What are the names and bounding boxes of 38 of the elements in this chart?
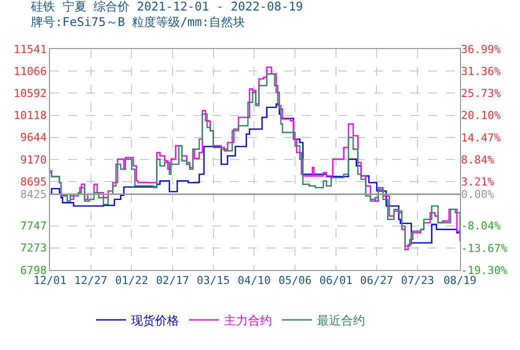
x-tick-label: 02/17: [156, 274, 190, 288]
y-tick-label: 8695: [20, 175, 47, 188]
y-tick-label: 8425: [20, 188, 47, 202]
x-tick-label: 05/06: [278, 274, 312, 288]
y-tick-label: 7273: [20, 242, 47, 255]
y2-tick-label: -19.30%: [461, 264, 508, 277]
legend-label: 最近合约: [317, 314, 365, 328]
y2-tick-label: 20.10%: [461, 109, 502, 122]
x-tick-label: 03/15: [196, 274, 230, 288]
chart-subtitle: 牌号:FeSi75～B 粒度等级/mm:自然块: [31, 15, 246, 30]
legend-label: 现货价格: [131, 314, 179, 328]
x-tick-label: 08/19: [443, 274, 477, 288]
x-tick-label: 12/27: [74, 274, 108, 288]
x-tick-label: 07/23: [401, 274, 434, 288]
y2-tick-label: 14.47%: [461, 131, 502, 144]
x-tick-label: 06/01: [319, 274, 352, 288]
y-tick-label: 7747: [20, 220, 47, 233]
y-tick-label: 11541: [14, 42, 47, 56]
y-tick-label: 11066: [14, 64, 47, 78]
y2-tick-label: 36.99%: [461, 42, 502, 56]
y2-tick-label: -8.04%: [461, 220, 502, 233]
y2-tick-label: 25.73%: [461, 87, 502, 100]
y-tick-label: 10118: [14, 109, 47, 122]
legend-label: 主力合约: [224, 314, 272, 328]
y-tick-label: 6798: [20, 264, 47, 277]
y-tick-label: 9644: [20, 131, 48, 144]
x-tick-label: 01/22: [115, 274, 148, 288]
y-tick-label: 9170: [20, 153, 47, 166]
y2-tick-label: 31.36%: [461, 64, 502, 78]
y-tick-label: 10592: [14, 87, 47, 100]
y2-tick-label: 8.84%: [461, 153, 494, 166]
y2-tick-label: 0.00%: [461, 188, 494, 202]
x-tick-label: 04/10: [238, 274, 271, 288]
y2-tick-label: -13.67%: [461, 242, 508, 255]
chart-title: 硅铁 宁夏 综合价 2021-12-01 - 2022-08-19: [30, 0, 304, 14]
x-tick-label: 06/27: [360, 274, 394, 288]
x-tick-label: 12/01: [33, 274, 67, 288]
y2-tick-label: 3.21%: [461, 175, 494, 188]
